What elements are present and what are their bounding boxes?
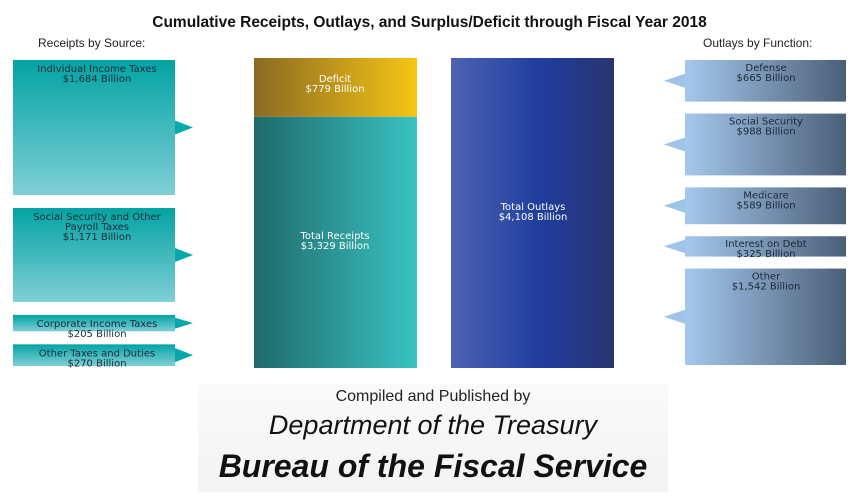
receipt-label-social-security-and-other-payroll-taxes: $1,171 Billion: [63, 232, 132, 243]
receipt-label-other-taxes-and-duties: $270 Billion: [67, 358, 126, 369]
receipt-label-other-taxes-and-duties: Other Taxes and Duties: [39, 348, 155, 359]
outlay-label-defense: $665 Billion: [736, 73, 795, 84]
outlay-label-other: $1,542 Billion: [732, 282, 801, 293]
chart-area: Individual Income Taxes$1,684 Billion Soc…: [13, 58, 846, 369]
receipt-label-social-security-and-other-payroll-taxes: Social Security and Other: [33, 212, 161, 223]
total-receipts-bar: [254, 116, 417, 368]
outlay-box-interest-on-debt: [685, 236, 846, 257]
outlay-box-social-security: [685, 113, 846, 176]
total-receipts-label: Total Receipts: [299, 231, 369, 242]
outlay-pointer-interest-on-debt: [664, 239, 685, 254]
outlay-label-social-security: Social Security: [729, 117, 803, 128]
chart-title: Cumulative Receipts, Outlays, and Surplu…: [152, 14, 707, 31]
outlay-box-medicare: [685, 187, 846, 225]
publisher-footer: Compiled and Published by Department of …: [198, 384, 668, 492]
deficit-label: $779 Billion: [305, 84, 364, 95]
outlay-label-interest-on-debt: Interest on Debt: [725, 239, 807, 250]
total-outlays-bar: [451, 58, 614, 368]
receipt-label-individual-income-taxes: $1,684 Billion: [63, 74, 132, 85]
outlay-pointer-other: [664, 309, 685, 324]
outlay-pointer-defense: [664, 73, 685, 88]
outlays-by-function-label: Outlays by Function:: [703, 36, 813, 50]
outlay-pointer-medicare: [664, 198, 685, 213]
total-receipts-label: $3,329 Billion: [301, 241, 370, 252]
receipt-label-social-security-and-other-payroll-taxes: Payroll Taxes: [65, 222, 129, 233]
deficit-label: Deficit: [319, 74, 351, 85]
total-outlays-label: $4,108 Billion: [499, 212, 568, 223]
receipt-pointer-corporate-income-taxes: [175, 317, 193, 329]
outlay-box-other: [685, 268, 846, 365]
receipt-label-corporate-income-taxes: $205 Billion: [67, 329, 126, 340]
receipt-box-social-security-and-other-payroll-taxes: [13, 208, 175, 302]
receipt-box-individual-income-taxes: [13, 60, 175, 196]
receipt-label-corporate-income-taxes: Corporate Income Taxes: [37, 319, 158, 330]
outlay-box-defense: [685, 60, 846, 102]
receipt-pointer-social-security-and-other-payroll-taxes: [175, 247, 193, 262]
outlay-label-interest-on-debt: $325 Billion: [736, 249, 795, 260]
outlay-label-medicare: $589 Billion: [736, 200, 795, 211]
receipt-pointer-individual-income-taxes: [175, 120, 193, 135]
outlay-label-defense: Defense: [745, 63, 786, 74]
outlay-label-other: Other: [752, 272, 781, 283]
receipts-by-source-label: Receipts by Source:: [38, 36, 146, 50]
outlay-label-medicare: Medicare: [743, 190, 789, 201]
footer-compiled-by: Compiled and Published by: [335, 388, 531, 405]
outlays-by-function-group: Defense$665 Billion Social Security$988 B…: [664, 60, 846, 365]
receipt-box-corporate-income-taxes: [13, 314, 175, 332]
footer-bureau: Bureau of the Fiscal Service: [218, 448, 648, 484]
footer-department: Department of the Treasury: [268, 410, 598, 440]
outlay-pointer-social-security: [664, 137, 685, 152]
receipts-by-source-group: Individual Income Taxes$1,684 Billion Soc…: [13, 60, 193, 369]
receipt-label-individual-income-taxes: Individual Income Taxes: [37, 64, 156, 75]
deficit-bar: [254, 58, 417, 117]
receipt-box-other-taxes-and-duties: [13, 344, 175, 366]
total-outlays-label: Total Outlays: [500, 202, 566, 213]
outlay-label-social-security: $988 Billion: [736, 127, 795, 138]
receipt-pointer-other-taxes-and-duties: [175, 348, 193, 363]
total-bars-group: Deficit$779 Billion Total Receipts$3,329 …: [254, 58, 614, 368]
